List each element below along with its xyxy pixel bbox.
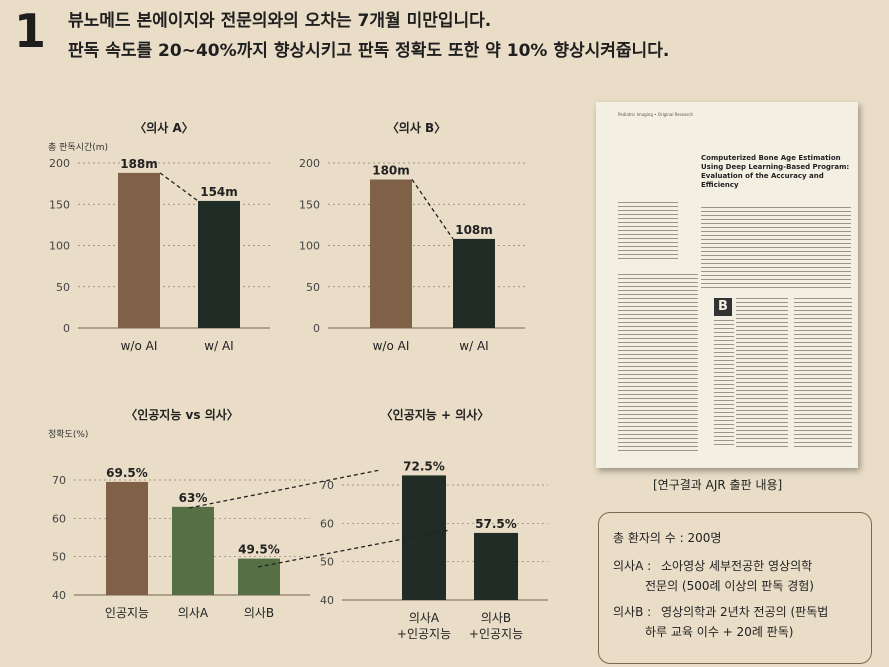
bar bbox=[453, 238, 495, 328]
x-tick-label: w/ AI bbox=[204, 339, 233, 353]
x-tick-label: 인공지능 bbox=[105, 606, 149, 620]
y-tick-label: 200 bbox=[299, 157, 320, 170]
chart-title: 〈의사 A〉 bbox=[134, 120, 194, 135]
x-tick-label: 의사B bbox=[481, 611, 511, 625]
headline-line-1: 뷰노메드 본에이지와 전문의와의 오차는 7개월 미만입니다. bbox=[68, 11, 492, 31]
paper-journal-header: Pediatric Imaging • Original Research bbox=[618, 112, 694, 117]
section-number: 1 bbox=[14, 4, 47, 58]
bar bbox=[370, 179, 412, 328]
data-label: 72.5% bbox=[403, 459, 445, 473]
paper-abstract-text bbox=[701, 207, 851, 289]
x-tick-label: 의사B bbox=[244, 606, 274, 620]
y-tick-label: 50 bbox=[56, 281, 70, 294]
bar bbox=[238, 558, 280, 595]
paper-body-text-3 bbox=[714, 320, 734, 448]
x-tick-label: 의사A bbox=[178, 606, 209, 620]
paper-body-text-1 bbox=[736, 298, 788, 448]
x-tick-label: w/ AI bbox=[459, 339, 488, 353]
headline-line-2: 판독 속도를 20~40%까지 향상시키고 판독 정확도 또한 약 10% 향상… bbox=[68, 41, 670, 61]
data-label: 154m bbox=[200, 185, 238, 199]
info-doctor-a-line-1: 소아영상 세부전공한 영상의학 bbox=[661, 559, 813, 573]
data-label: 63% bbox=[179, 491, 208, 505]
chart-title: 〈인공지능 + 의사〉 bbox=[381, 407, 490, 422]
bar bbox=[172, 506, 214, 595]
y-tick-label: 50 bbox=[320, 556, 334, 569]
data-label: 57.5% bbox=[475, 517, 517, 531]
bar bbox=[198, 200, 240, 328]
info-doctor-b-line-2: 하루 교육 이수 + 20례 판독) bbox=[645, 625, 794, 639]
y-tick-label: 70 bbox=[320, 479, 334, 492]
y-tick-label: 100 bbox=[49, 240, 70, 253]
y-tick-label: 150 bbox=[299, 198, 320, 211]
info-patients: 총 환자의 수 : 200명 bbox=[613, 531, 722, 545]
y-tick-label: 50 bbox=[52, 551, 66, 564]
paper-title: Computerized Bone Age Estimation Using D… bbox=[701, 154, 850, 189]
x-tick-label: +인공지능 bbox=[397, 627, 451, 641]
data-label: 180m bbox=[372, 164, 410, 178]
y-tick-label: 50 bbox=[306, 281, 320, 294]
chart-doctor-a: 〈의사 A〉 총 판독시간(m) 0 50 100 150 200 188m w/o AI 154… bbox=[48, 120, 270, 353]
comparison-connector bbox=[159, 172, 199, 202]
paper-body-text-2 bbox=[794, 298, 852, 448]
x-tick-label: w/o AI bbox=[121, 339, 158, 353]
study-info-box: 총 환자의 수 : 200명 의사A : 소아영상 세부전공한 영상의학 전문의… bbox=[598, 512, 872, 664]
chart-ai-plus-doctor: 〈인공지능 + 의사〉 40 50 60 70 72.5% 의사A +인공지능 57.5% 의사B… bbox=[320, 407, 548, 641]
x-tick-label: 의사A bbox=[409, 611, 440, 625]
paper-authors-text bbox=[618, 202, 678, 262]
y-axis-label: 정확도(%) bbox=[48, 428, 88, 440]
y-tick-label: 100 bbox=[299, 240, 320, 253]
paper-caption: [연구결과 AJR 출판 내용] bbox=[653, 478, 783, 492]
data-label: 108m bbox=[455, 223, 493, 237]
bar bbox=[474, 532, 518, 600]
y-tick-label: 0 bbox=[63, 322, 70, 335]
paper-sidebar-text bbox=[618, 274, 698, 454]
y-axis-label: 총 판독시간(m) bbox=[48, 142, 108, 153]
info-doctor-b-line-1: 영상의학과 2년차 전공의 (판독법 bbox=[661, 605, 829, 619]
data-label: 188m bbox=[120, 157, 158, 171]
y-tick-label: 200 bbox=[49, 157, 70, 170]
data-label: 49.5% bbox=[238, 543, 280, 557]
chart-doctor-b: 〈의사 B〉 0 50 100 150 200 180m w/o AI 108m w/ AI bbox=[299, 120, 525, 353]
y-tick-label: 40 bbox=[320, 594, 334, 607]
bar bbox=[106, 481, 148, 595]
x-tick-label: w/o AI bbox=[373, 339, 410, 353]
data-label: 69.5% bbox=[106, 466, 148, 480]
x-tick-label: +인공지능 bbox=[469, 627, 523, 641]
y-tick-label: 70 bbox=[52, 474, 66, 487]
y-tick-label: 60 bbox=[320, 517, 334, 530]
y-tick-label: 150 bbox=[49, 198, 70, 211]
chart-title: 〈인공지능 vs 의사〉 bbox=[125, 407, 239, 422]
info-doctor-a-line-2: 전문의 (500례 이상의 판독 경험) bbox=[645, 579, 814, 593]
chart-ai-vs-doctor: 〈인공지능 vs 의사〉 정확도(%) 40 50 60 70 69.5% 인공지능 63% 의사… bbox=[48, 407, 310, 620]
y-tick-label: 40 bbox=[52, 589, 66, 602]
bar bbox=[402, 475, 446, 600]
info-doctor-b-label: 의사B : bbox=[613, 605, 652, 619]
y-tick-label: 0 bbox=[313, 322, 320, 335]
paper-thumbnail: Pediatric Imaging • Original Research Co… bbox=[596, 102, 858, 468]
bar bbox=[118, 172, 160, 328]
info-doctor-a-label: 의사A : bbox=[613, 559, 652, 573]
y-tick-label: 60 bbox=[52, 512, 66, 525]
comparison-connector bbox=[411, 179, 454, 240]
paper-drop-cap: B bbox=[714, 298, 732, 316]
chart-title: 〈의사 B〉 bbox=[387, 120, 446, 135]
